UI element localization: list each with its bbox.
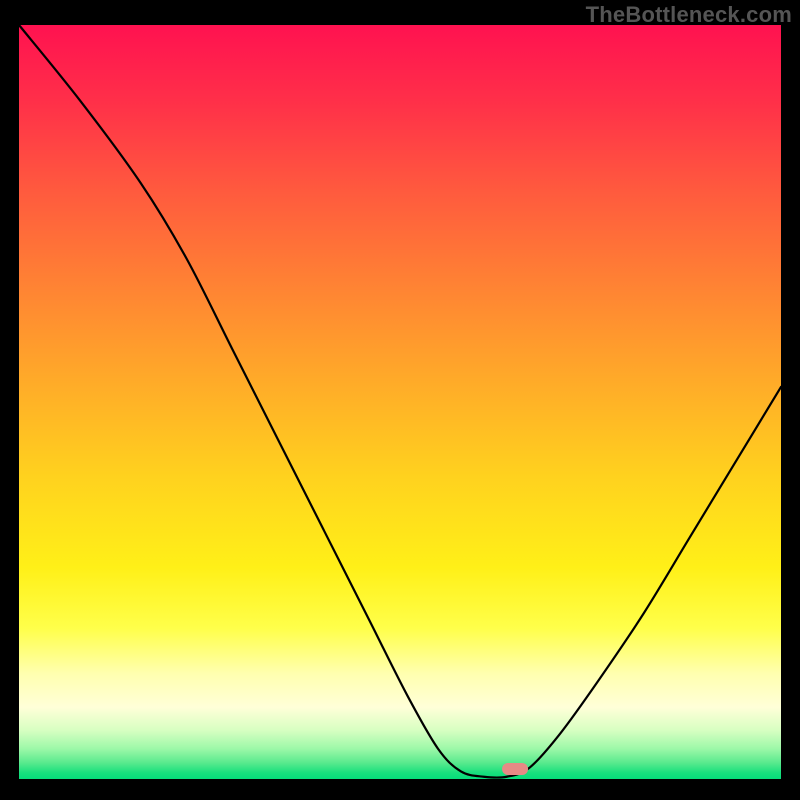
watermark-text: TheBottleneck.com: [586, 2, 792, 28]
chart-container: TheBottleneck.com: [0, 0, 800, 800]
plot-background: [19, 25, 781, 779]
optimal-marker: [502, 763, 528, 775]
bottleneck-chart: [0, 0, 800, 800]
